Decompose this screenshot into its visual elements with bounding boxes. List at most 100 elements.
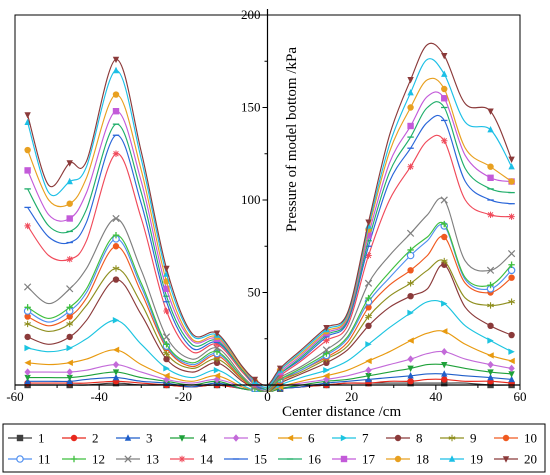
legend-item-1: 1 <box>8 431 45 446</box>
legend-label: 10 <box>524 431 537 446</box>
point-20 <box>407 77 414 84</box>
legend-item-18: 18 <box>386 452 429 467</box>
point-12 <box>508 261 515 268</box>
point-2 <box>441 376 448 383</box>
legend-label: 4 <box>200 431 207 446</box>
legend-item-11: 11 <box>8 452 51 467</box>
legend-item-3: 3 <box>116 431 153 446</box>
legend-label: 18 <box>416 452 429 467</box>
point-6 <box>112 346 120 354</box>
point-14 <box>213 341 221 348</box>
legend-marker <box>124 434 132 441</box>
legend-marker <box>178 435 186 442</box>
point-7 <box>365 341 372 348</box>
point-5 <box>112 360 120 369</box>
legend-marker <box>502 434 510 442</box>
legend-label: 13 <box>146 452 159 467</box>
legend-item-14: 14 <box>170 452 214 467</box>
y-tick-label: 150 <box>241 100 261 115</box>
point-13 <box>322 346 331 354</box>
point-18 <box>508 178 515 185</box>
x-tick-label: 40 <box>429 389 442 404</box>
series-layer <box>23 42 516 392</box>
point-8 <box>323 359 330 366</box>
point-11 <box>406 251 415 260</box>
point-4 <box>66 374 73 382</box>
point-6 <box>365 357 372 365</box>
point-8 <box>112 276 120 283</box>
point-19 <box>66 177 73 185</box>
point-14 <box>323 337 330 344</box>
legend-label: 8 <box>416 431 423 446</box>
point-20 <box>365 219 372 226</box>
point-20 <box>112 56 120 64</box>
series-line-4 <box>27 363 512 392</box>
point-20 <box>251 376 259 384</box>
point-20 <box>323 324 330 332</box>
x-tick-label: -20 <box>175 389 192 404</box>
point-10 <box>508 274 515 281</box>
point-5 <box>213 375 221 384</box>
x-tick-labels: -60 -40 -20 0 20 40 60 <box>6 389 526 404</box>
point-12 <box>24 304 31 311</box>
legend-item-12: 12 <box>62 452 105 467</box>
point-5 <box>24 368 31 376</box>
point-5 <box>407 355 414 363</box>
legend-label: 14 <box>200 452 214 467</box>
point-13 <box>66 285 74 293</box>
x-tick-label: 60 <box>514 389 527 404</box>
point-7 <box>213 367 221 374</box>
point-9 <box>66 320 74 328</box>
point-12 <box>365 294 372 302</box>
point-6 <box>66 359 73 366</box>
point-18 <box>487 163 494 170</box>
point-6 <box>441 328 448 335</box>
point-6 <box>163 372 170 379</box>
point-13 <box>24 283 32 291</box>
point-14 <box>365 252 372 259</box>
point-9 <box>365 313 372 320</box>
series-line-12 <box>27 221 513 392</box>
point-20 <box>213 330 221 337</box>
point-12 <box>66 304 73 311</box>
point-13 <box>364 279 373 287</box>
point-17 <box>66 215 73 222</box>
y-axis-label: Pressure of model bottom /kPa <box>284 47 300 232</box>
point-7 <box>24 344 31 352</box>
point-19 <box>441 70 448 77</box>
point-10 <box>407 267 414 274</box>
series-line-13 <box>27 197 512 392</box>
point-17 <box>441 95 448 102</box>
x-tick-label: -60 <box>6 389 23 404</box>
series-line-16 <box>27 101 512 390</box>
legend-item-6: 6 <box>278 431 315 446</box>
point-17 <box>24 167 31 174</box>
series-line-19 <box>27 58 513 388</box>
point-6 <box>323 372 330 379</box>
y-tick-label: 50 <box>248 285 261 300</box>
x-axis-label: Center distance /cm <box>282 404 401 420</box>
point-9 <box>487 302 494 309</box>
legend-item-7: 7 <box>332 431 369 446</box>
point-19 <box>24 118 31 125</box>
point-13 <box>486 266 495 274</box>
point-5 <box>163 375 170 384</box>
point-4 <box>365 373 372 380</box>
legend-marker <box>232 434 240 442</box>
series-line-11 <box>27 223 513 392</box>
point-20 <box>487 108 494 115</box>
point-3 <box>441 370 448 377</box>
point-8 <box>407 293 414 300</box>
point-12 <box>213 348 221 355</box>
point-18 <box>441 85 448 93</box>
point-18 <box>24 146 31 154</box>
point-17 <box>112 108 120 115</box>
point-12 <box>112 231 120 239</box>
point-12 <box>407 246 414 254</box>
x-tick-label: -40 <box>90 389 107 404</box>
point-14 <box>163 307 170 315</box>
x-tick-label: 0 <box>264 389 271 404</box>
point-17 <box>487 174 494 181</box>
point-6 <box>24 359 31 366</box>
